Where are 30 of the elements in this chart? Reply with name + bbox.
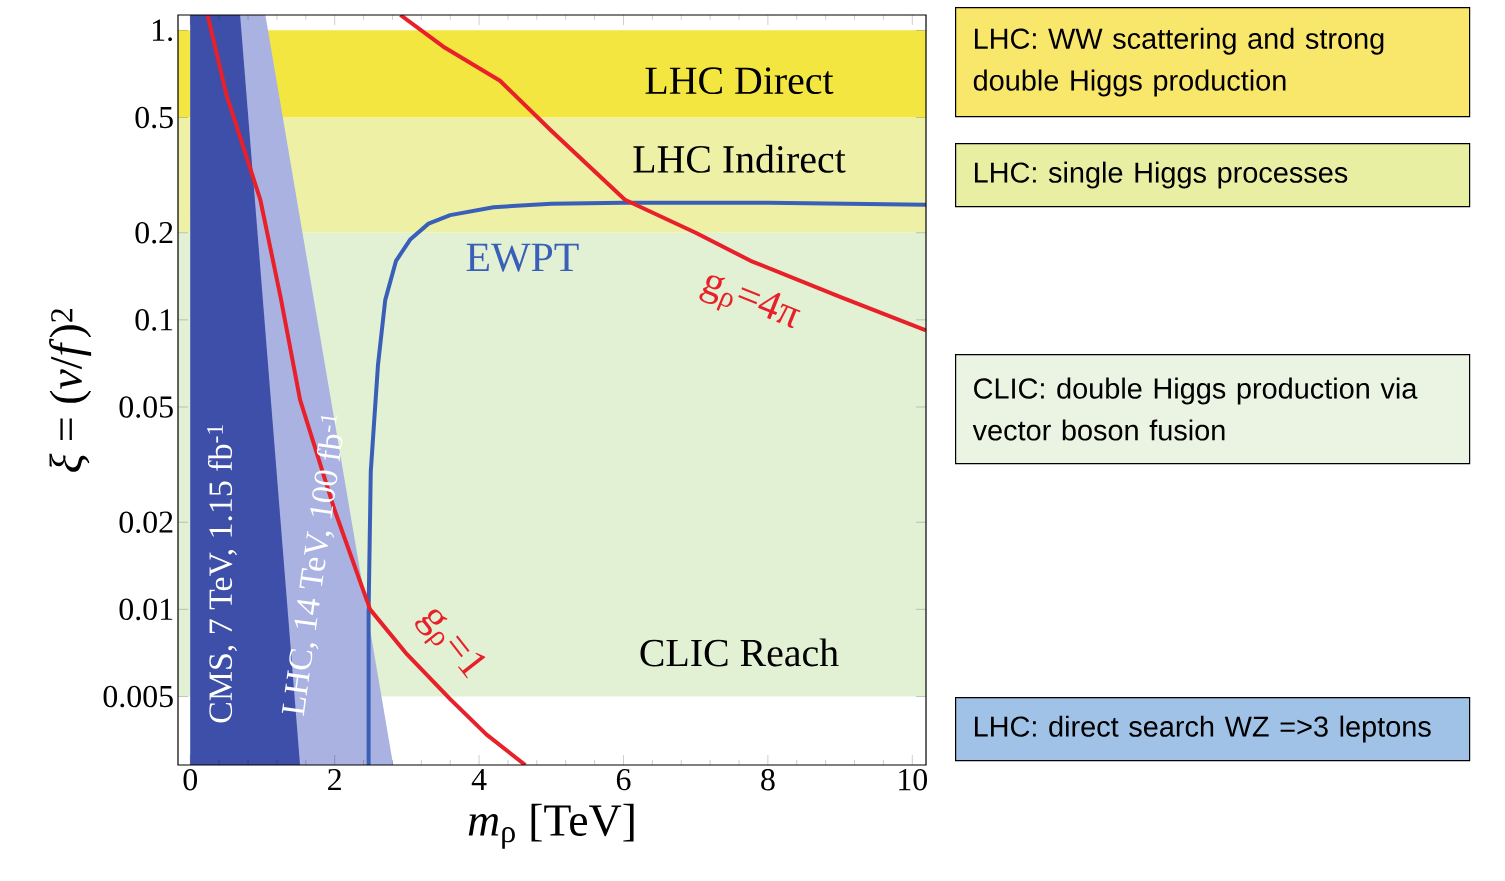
line-series — [366, 200, 927, 766]
band-label: LHC Indirect — [633, 144, 846, 173]
text: LHC: single Higgs processes — [974, 161, 1348, 189]
y-tick-label: 0.005 — [103, 685, 173, 708]
text: LHC: direct search WZ =>3 leptons — [974, 715, 1431, 743]
text: CLIC: double Higgs production via vector boson fusion — [972, 377, 1418, 441]
text: g$_{ρ}$=1 — [415, 609, 486, 679]
series-label: EWPT — [466, 243, 579, 272]
x-tick-label: 2 — [328, 768, 341, 791]
y-tick-label: 0.05 — [119, 396, 173, 418]
text: g$_{ρ}$=4π — [699, 275, 801, 328]
series-label: LHC, 14 TeV, 100 fb$^{-1}$ — [281, 415, 343, 716]
x-tick-label: 0 — [183, 768, 198, 791]
band-label: CLIC Reach — [640, 638, 839, 667]
y-tick-label: 0.01 — [119, 598, 173, 621]
y-tick-label: 0.1 — [135, 309, 173, 331]
line-series — [398, 15, 927, 333]
x-tick-label: 8 — [761, 768, 775, 791]
band-label: LHC Direct — [645, 67, 834, 95]
y-tick-label: 0.02 — [119, 511, 173, 534]
x-tick-label: 10 — [899, 768, 928, 791]
y-tick-label: 0.5 — [135, 106, 173, 129]
text: LHC: WW scattering and strong double Higgs production — [973, 27, 1384, 97]
x-tick-label: 6 — [616, 768, 631, 791]
y-tick-label: 1. — [152, 19, 172, 42]
y-axis-title: ξ = (v/f)$^{2}$ — [49, 309, 92, 472]
series-label: CMS, 7 TeV, 1.15 fb$^{-1}$ — [207, 425, 237, 723]
x-axis-title: m$_{ρ}$ [TeV] — [468, 803, 634, 849]
y-tick-label: 0.2 — [135, 221, 173, 244]
x-tick-label: 4 — [471, 768, 487, 790]
